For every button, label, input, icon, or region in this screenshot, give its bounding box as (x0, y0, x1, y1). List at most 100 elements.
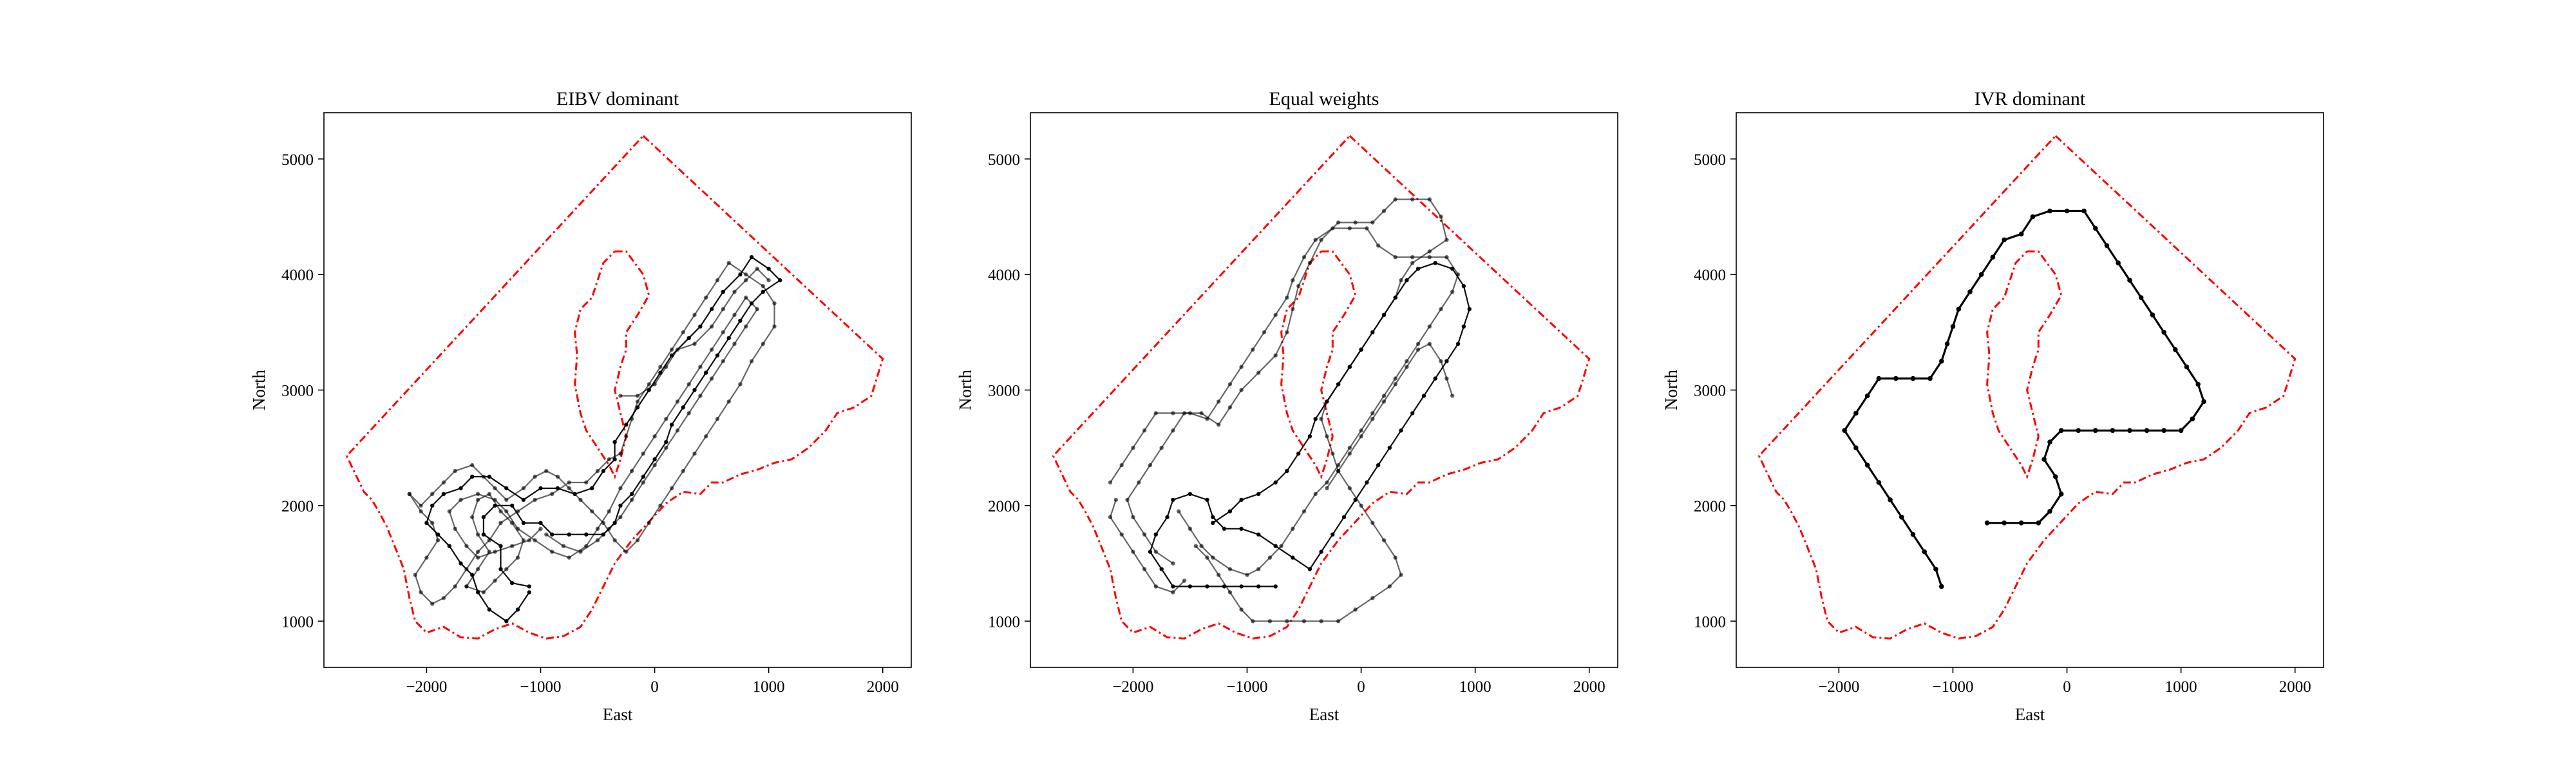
path-waypoint (1267, 619, 1273, 624)
path-waypoint (1387, 584, 1392, 589)
path-waypoint (652, 457, 657, 462)
path-waypoint (487, 474, 491, 479)
path-waypoint (2053, 474, 2058, 479)
path-waypoint (1399, 278, 1403, 283)
path-waypoint (1876, 376, 1882, 381)
path-waypoint (459, 486, 463, 491)
path-waypoint (419, 590, 423, 595)
y-tick-label: 2000 (281, 498, 314, 515)
path-waypoint (618, 503, 623, 508)
path-line (426, 256, 781, 622)
path-waypoint (1467, 307, 1472, 312)
path-waypoint (475, 491, 480, 497)
path-waypoint (464, 567, 469, 571)
path-waypoint (1119, 463, 1124, 468)
path-waypoint (1251, 347, 1255, 352)
path-waypoint (1439, 215, 1443, 219)
path-waypoint (1205, 417, 1209, 421)
path-waypoint (567, 486, 571, 491)
path-waypoint (738, 318, 743, 323)
path-waypoint (1205, 497, 1209, 502)
path-waypoint (1393, 255, 1397, 260)
path-line (1149, 262, 1470, 587)
outer-boundary (345, 135, 884, 640)
path-waypoint (652, 434, 657, 439)
path-waypoint (481, 532, 486, 537)
path-waypoint (475, 555, 480, 560)
path-waypoint (1376, 463, 1381, 468)
path-waypoint (692, 312, 697, 318)
path-waypoint (441, 596, 446, 600)
path-waypoint (1296, 283, 1301, 289)
path-waypoint (635, 399, 640, 404)
x-axis-label: East (603, 705, 633, 724)
path-waypoint (487, 538, 491, 542)
path-waypoint (544, 468, 549, 473)
path-waypoint (1939, 584, 1944, 589)
path-waypoint (481, 474, 486, 479)
path-waypoint (1239, 365, 1244, 369)
path-waypoint (675, 347, 680, 352)
path-waypoint (1910, 376, 1916, 381)
path-waypoint (641, 474, 645, 479)
path-waypoint (1876, 480, 1882, 485)
path-waypoint (2093, 225, 2098, 231)
path-waypoint (624, 434, 629, 439)
path-waypoint (481, 590, 486, 595)
path-waypoint (2018, 520, 2024, 526)
path-waypoint (1410, 261, 1415, 265)
path-waypoint (590, 486, 594, 491)
path-waypoint (561, 544, 566, 548)
path-waypoint (1319, 619, 1323, 624)
path-waypoint (1159, 567, 1164, 571)
path-waypoint (487, 549, 491, 554)
path-waypoint (1227, 405, 1233, 410)
path-waypoint (681, 330, 686, 334)
path-waypoint (435, 538, 440, 542)
path-waypoint (726, 336, 731, 340)
path-waypoint (430, 520, 435, 525)
path-waypoint (2002, 237, 2007, 243)
path-waypoint (1359, 428, 1363, 433)
path-waypoint (1853, 445, 1859, 450)
path-waypoint (1171, 497, 1175, 502)
path-waypoint (424, 520, 429, 525)
path-waypoint (1211, 515, 1215, 519)
x-tick-label: −2000 (406, 678, 447, 696)
path-waypoint (1319, 238, 1323, 242)
x-tick-label: 2000 (2279, 678, 2311, 696)
path-waypoint (1256, 370, 1261, 375)
path-line (1843, 209, 2205, 587)
path-waypoint (612, 440, 617, 444)
path-waypoint (1416, 347, 1421, 352)
path-waypoint (1370, 330, 1375, 334)
path-waypoint (715, 353, 720, 358)
path-waypoint (1125, 497, 1130, 502)
path-waypoint (698, 365, 703, 369)
path-waypoint (687, 336, 691, 340)
path-waypoint (1336, 463, 1341, 468)
path-waypoint (1381, 399, 1387, 404)
path-waypoint (498, 520, 503, 525)
path-waypoint (2161, 428, 2166, 434)
path-waypoint (1142, 532, 1147, 537)
path-waypoint (1137, 480, 1141, 485)
path-waypoint (1131, 446, 1135, 450)
path-waypoint (504, 567, 509, 571)
path-waypoint (1444, 238, 1449, 242)
path-waypoint (1427, 197, 1432, 202)
path-waypoint (504, 486, 509, 491)
y-tick-label: 3000 (281, 383, 314, 400)
path-waypoint (669, 423, 674, 427)
path-waypoint (498, 509, 503, 513)
path-waypoint (624, 549, 629, 554)
path-waypoint (1427, 255, 1432, 260)
path-waypoint (1359, 434, 1363, 439)
x-axis-label: East (2015, 705, 2045, 724)
path-waypoint (430, 602, 435, 606)
path-waypoint (1153, 549, 1159, 554)
path-waypoint (1205, 555, 1209, 560)
path-waypoint (772, 301, 777, 306)
path-waypoint (1291, 555, 1295, 560)
